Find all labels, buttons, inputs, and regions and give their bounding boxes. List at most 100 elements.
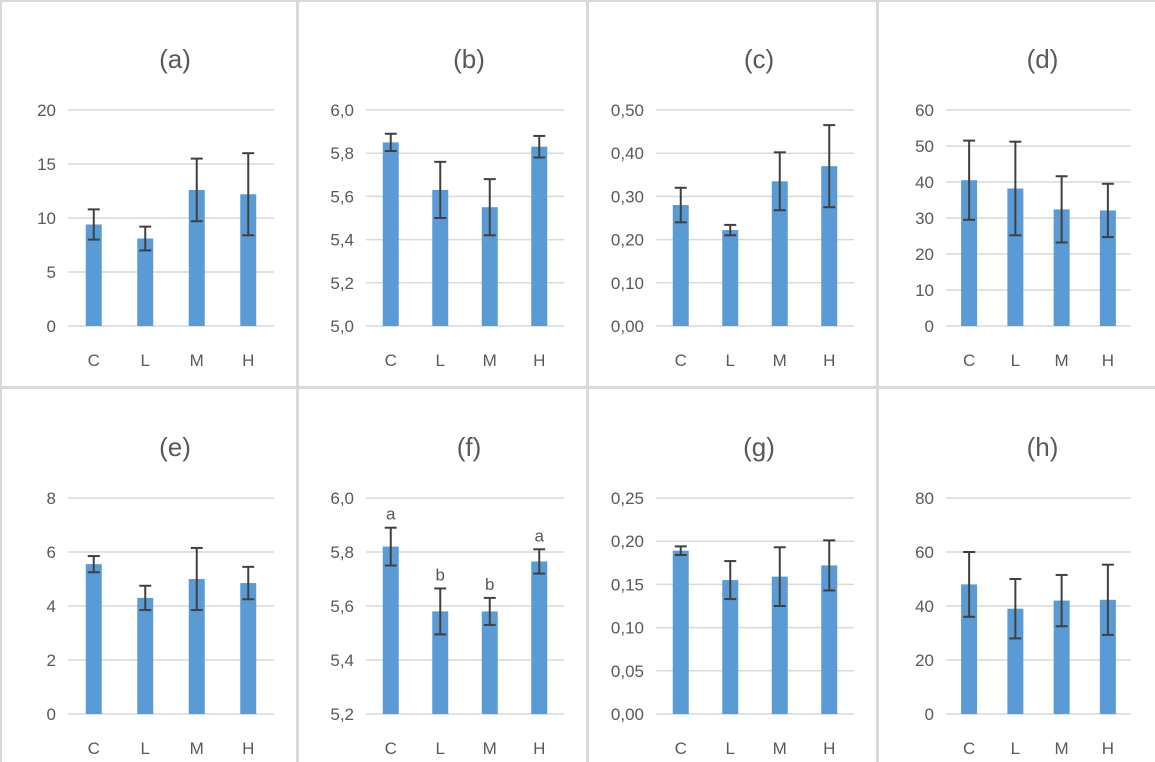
error-bar — [963, 551, 976, 618]
error-bar — [773, 151, 786, 212]
error-bar — [483, 596, 496, 626]
x-tick-label: H — [533, 739, 545, 758]
panel-divider — [586, 0, 589, 762]
y-tick-label: 20 — [915, 245, 934, 264]
error-bar — [724, 223, 737, 237]
bar — [722, 230, 739, 326]
x-tick-label: H — [242, 739, 254, 758]
chart-panel: (d) 0 10 20 30 40 50 60 C L M H — [878, 0, 1155, 388]
bar — [188, 189, 205, 326]
bar — [672, 205, 689, 326]
chart-title: (b) — [453, 44, 485, 74]
x-tick-label: L — [141, 739, 150, 758]
bar — [1007, 188, 1024, 326]
bar — [85, 224, 102, 326]
y-tick-label: 40 — [915, 173, 934, 192]
x-tick-label: L — [141, 351, 150, 370]
y-tick-label: 0 — [47, 317, 56, 336]
chart-title: (a) — [159, 44, 191, 74]
error-bar — [139, 225, 152, 252]
y-tick-label: 0,20 — [611, 532, 644, 551]
error-bar — [384, 132, 397, 153]
bar — [137, 597, 154, 714]
y-tick-label: 0,15 — [611, 575, 644, 594]
bar — [1099, 210, 1116, 326]
y-tick-label: 0,25 — [611, 489, 644, 508]
y-tick-label: 15 — [37, 155, 56, 174]
y-tick-label: 0,20 — [611, 231, 644, 250]
bar-chart: (e) 0 2 4 6 8 C L M H — [47, 432, 274, 758]
chart-title: (c) — [744, 44, 774, 74]
panel-divider — [0, 0, 2, 762]
y-tick-label: 5,4 — [330, 231, 354, 250]
chart-panel: (g) 0,00 0,05 0,10 0,15 0,20 0,25 C L M H — [588, 388, 878, 762]
x-tick-label: L — [726, 351, 735, 370]
y-tick-label: 80 — [915, 489, 934, 508]
error-bar — [1101, 182, 1114, 239]
chart-title: (g) — [743, 432, 775, 462]
bar — [432, 189, 449, 326]
y-tick-label: 4 — [47, 597, 56, 616]
y-tick-label: 60 — [915, 101, 934, 120]
error-bar — [1055, 573, 1068, 628]
x-tick-label: C — [675, 351, 687, 370]
x-tick-label: L — [436, 351, 445, 370]
bar — [1053, 209, 1070, 326]
chart-title: (h) — [1027, 432, 1059, 462]
error-bar — [139, 584, 152, 612]
y-tick-label: 0,30 — [611, 187, 644, 206]
chart-panel: (e) 0 2 4 6 8 C L M H — [0, 388, 298, 762]
y-tick-label: 0,10 — [611, 274, 644, 293]
y-tick-label: 20 — [915, 651, 934, 670]
error-bar — [87, 208, 100, 241]
error-bar — [1009, 578, 1022, 640]
y-tick-label: 5,2 — [330, 274, 354, 293]
bar — [722, 580, 739, 714]
chart-title: (f) — [457, 432, 482, 462]
x-tick-label: H — [533, 351, 545, 370]
error-bar — [533, 548, 546, 575]
y-tick-label: 10 — [37, 209, 56, 228]
bar — [137, 238, 154, 326]
x-tick-label: C — [385, 351, 397, 370]
y-tick-label: 2 — [47, 651, 56, 670]
bar — [382, 142, 399, 326]
x-tick-label: C — [385, 739, 397, 758]
bar — [432, 611, 449, 714]
y-tick-label: 5 — [47, 263, 56, 282]
y-tick-label: 20 — [37, 101, 56, 120]
bar-chart: (c) 0,00 0,10 0,20 0,30 0,40 0,50 C L M H — [611, 44, 854, 370]
bar — [821, 565, 838, 714]
error-bar — [190, 546, 203, 612]
error-bar — [384, 526, 397, 567]
y-tick-label: 0,05 — [611, 662, 644, 681]
bar — [1053, 600, 1070, 714]
bar-chart: (a) 0 5 10 15 20 C L M H — [37, 44, 274, 370]
x-tick-label: H — [823, 739, 835, 758]
y-tick-label: 0 — [925, 705, 934, 724]
bar — [240, 194, 257, 326]
bar — [382, 546, 399, 714]
error-bar — [823, 124, 836, 209]
error-bar — [483, 178, 496, 237]
bar-chart: (g) 0,00 0,05 0,10 0,15 0,20 0,25 C L M H — [611, 432, 854, 758]
bar — [771, 576, 788, 714]
y-tick-label: 50 — [915, 137, 934, 156]
y-tick-label: 0 — [925, 317, 934, 336]
y-tick-label: 10 — [915, 281, 934, 300]
x-tick-label: C — [675, 739, 687, 758]
x-tick-label: M — [190, 351, 204, 370]
bar — [188, 579, 205, 714]
x-tick-label: C — [963, 739, 975, 758]
y-tick-label: 8 — [47, 489, 56, 508]
x-tick-label: M — [190, 739, 204, 758]
error-bar — [533, 134, 546, 159]
y-tick-label: 0,00 — [611, 705, 644, 724]
error-bar — [1101, 563, 1114, 636]
y-tick-label: 5,2 — [330, 705, 354, 724]
bar-chart: (b) 5,0 5,2 5,4 5,6 5,8 6,0 C L M H — [330, 44, 564, 370]
chart-panel: (h) 0 20 40 60 80 C L M H — [878, 388, 1155, 762]
y-tick-label: 0,40 — [611, 144, 644, 163]
